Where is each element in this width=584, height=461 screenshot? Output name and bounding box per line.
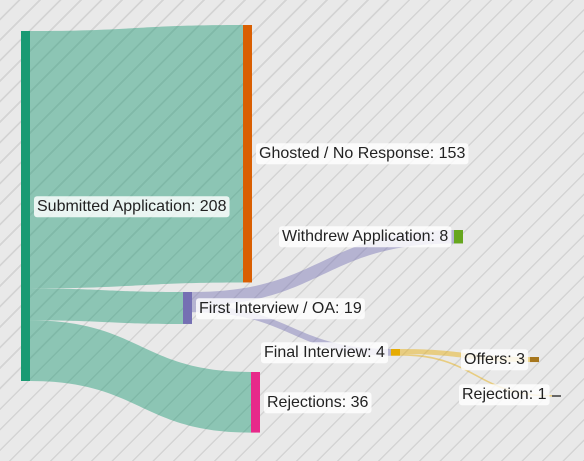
nodes-layer bbox=[21, 25, 561, 433]
node-offers[interactable] bbox=[530, 357, 539, 363]
link-final-to-rejection1[interactable] bbox=[400, 354, 552, 397]
label-background bbox=[34, 196, 230, 218]
node-label-text: Ghosted / No Response: 153 bbox=[259, 145, 465, 162]
label-background bbox=[459, 384, 550, 406]
node-label-text: Rejections: 36 bbox=[267, 394, 368, 411]
labels-layer: Submitted Application: 208 Ghosted / No R… bbox=[34, 143, 550, 414]
node-submitted[interactable] bbox=[21, 31, 30, 381]
node-first[interactable] bbox=[183, 292, 192, 324]
label-background bbox=[461, 349, 529, 371]
label-final: Final Interview: 4 bbox=[261, 342, 389, 364]
link-first-to-final[interactable] bbox=[192, 305, 391, 356]
node-label-text: Offers: 3 bbox=[464, 351, 525, 368]
link-submitted-to-rejections[interactable] bbox=[30, 320, 251, 433]
label-rejections: Rejections: 36 bbox=[264, 392, 372, 414]
node-label-text: Rejection: 1 bbox=[462, 386, 547, 403]
label-ghosted: Ghosted / No Response: 153 bbox=[256, 143, 469, 165]
label-rejection1: Rejection: 1 bbox=[459, 384, 550, 406]
label-first: First Interview / OA: 19 bbox=[196, 298, 365, 320]
label-submitted: Submitted Application: 208 bbox=[34, 196, 230, 218]
label-offers: Offers: 3 bbox=[461, 349, 529, 371]
label-background bbox=[264, 392, 372, 414]
node-label-text: Submitted Application: 208 bbox=[37, 198, 227, 215]
node-final[interactable] bbox=[391, 349, 400, 356]
label-background bbox=[279, 226, 452, 248]
links-layer bbox=[30, 25, 552, 433]
node-withdrew[interactable] bbox=[454, 230, 463, 244]
link-submitted-to-ghosted[interactable] bbox=[30, 25, 243, 289]
node-rejections[interactable] bbox=[251, 372, 260, 433]
label-background bbox=[261, 342, 389, 364]
node-label-text: Withdrew Application: 8 bbox=[282, 228, 448, 245]
link-first-to-withdrew[interactable] bbox=[192, 230, 454, 306]
node-label-text: Final Interview: 4 bbox=[264, 344, 385, 361]
node-label-text: First Interview / OA: 19 bbox=[199, 300, 362, 317]
link-submitted-to-first[interactable] bbox=[30, 288, 183, 324]
label-background bbox=[256, 143, 469, 165]
label-withdrew: Withdrew Application: 8 bbox=[279, 226, 452, 248]
node-ghosted[interactable] bbox=[243, 25, 252, 283]
label-background bbox=[196, 298, 365, 320]
node-rejection1[interactable] bbox=[552, 395, 561, 397]
